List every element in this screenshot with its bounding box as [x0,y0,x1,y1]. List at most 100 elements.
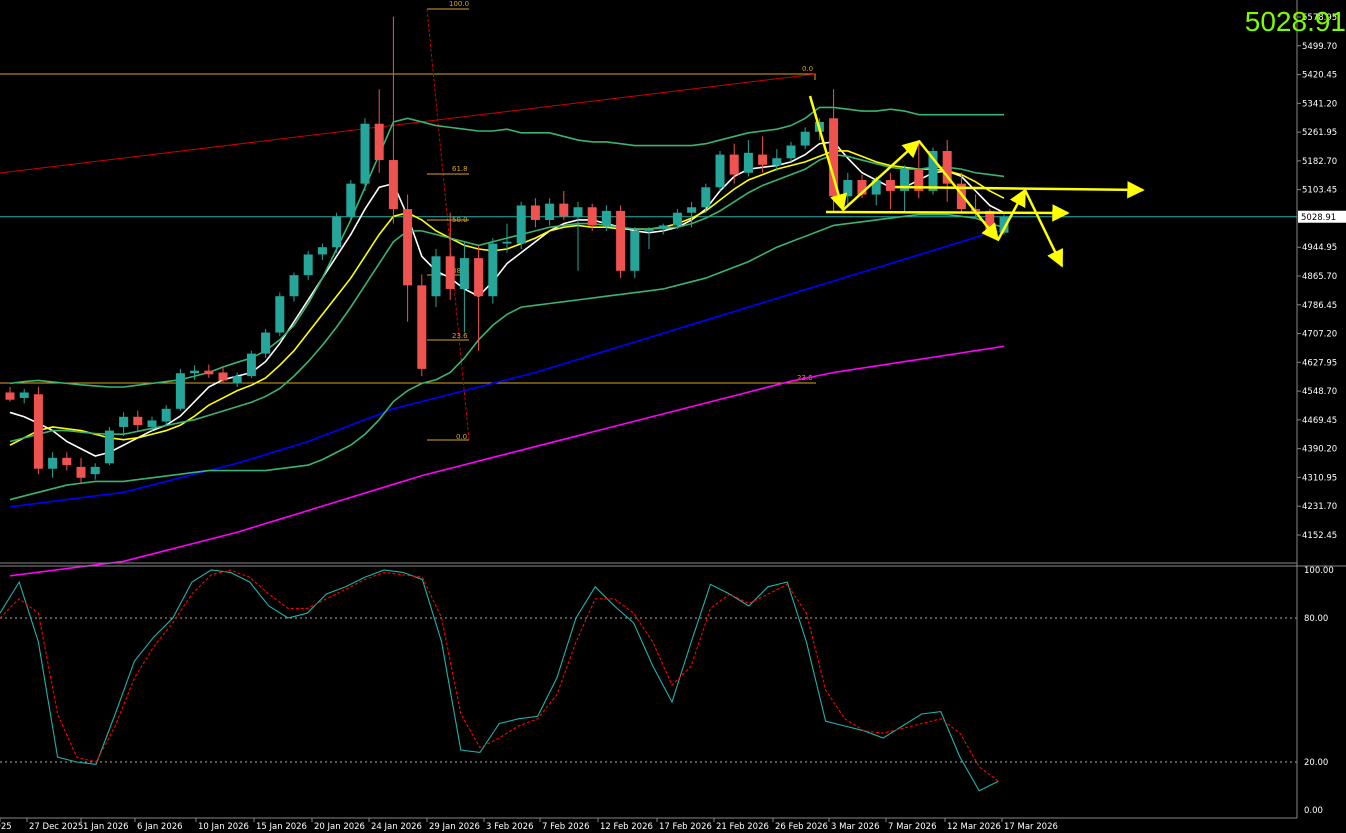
annotation-arrow-0 [808,95,848,212]
price-tick-label: 4627.95 [1302,358,1337,368]
candle-body [488,243,498,297]
fibonacci-layer[interactable]: 100.00.061.850.038.223.60.023.6 [0,0,817,441]
candle-body [133,416,143,426]
candle-body [857,180,867,195]
time-tick-label: 6 Jan 2026 [137,822,183,832]
candle-body [90,466,100,475]
fib-label-100: 100.0 [449,0,469,8]
fib-diagonal [426,8,470,441]
candle-body [374,123,384,161]
candle-body [5,392,15,400]
price-tick-label: 5420.45 [1302,71,1337,81]
fib-label-0-top: 0.0 [802,65,813,73]
ma-series-2 [9,230,1005,508]
current-price-tag-label: 5028.91 [1301,213,1336,223]
time-tick-label: 3 Feb 2026 [486,822,534,832]
candle-body [175,373,185,409]
candle-body [985,210,995,233]
price-tick-label: 5103.45 [1302,186,1337,196]
annotation-arrow-3 [996,188,1027,241]
candle-body [474,258,484,297]
stoch-line-1 [0,569,999,782]
stoch-tick-label: 100.00 [1304,566,1334,576]
annotation-layer[interactable] [808,95,1145,268]
time-tick-label: 17 Mar 2026 [1004,822,1058,832]
candle-body [772,158,782,166]
price-tick-label: 4390.20 [1302,445,1337,455]
candle-body [218,372,228,381]
candle-body [729,154,739,175]
candle-body [403,209,413,286]
annotation-arrow-6 [825,204,1070,222]
candle-body [630,230,640,271]
fib-label-618: 61.8 [452,165,468,173]
candle-body [786,145,796,159]
candle-body [871,180,881,195]
fib-label-382: 38.2 [452,267,468,275]
time-tick-label: 7 Feb 2026 [542,822,590,832]
stoch-tick-label: 0.00 [1304,806,1323,816]
candle-body [587,207,597,226]
price-tick-label: 4944.95 [1302,243,1337,253]
fib-label-50: 50.0 [452,216,468,224]
indicator-layer [9,106,1005,577]
candle-body [232,376,242,384]
candle-body [33,394,43,469]
candle-body [530,205,540,220]
candle-body [559,203,569,217]
annotation-arrow-4 [1023,189,1064,268]
candles-layer [5,16,1009,484]
candle-body [431,256,441,297]
time-tick-label: 21 Feb 2026 [716,822,769,832]
trend-line-red [0,73,817,174]
candle-body [914,169,924,191]
price-tick-label: 4548.70 [1302,387,1337,397]
price-tick-label: 4231.70 [1302,502,1337,512]
candle-body [76,466,86,478]
price-tick-label: 5499.70 [1302,42,1337,52]
candle-body [843,180,853,197]
candle-body [275,296,285,333]
candle-body [204,370,214,375]
stochastic-layer [0,569,1297,792]
candle-body [346,183,356,217]
candle-body [289,275,299,297]
current-price-tag [1298,210,1346,223]
candle-body [246,353,256,377]
price-tick-label: 5261.95 [1302,128,1337,138]
candle-body [19,392,29,398]
candle-body [956,183,966,210]
time-tick-label: 10 Jan 2026 [198,822,249,832]
ma-series-0 [9,141,1005,457]
candle-body [48,457,58,469]
time-tick-label: 26 Feb 2026 [775,822,828,832]
candle-body [715,154,725,188]
candle-body [900,169,910,191]
candle-body [616,210,626,271]
price-tick-label: 4786.45 [1302,301,1337,311]
price-tick-label: 4865.70 [1302,272,1337,282]
candle-body [999,216,1009,233]
time-tick-label: 24 Jan 2026 [371,822,422,832]
ma-series-4 [9,106,1004,388]
annotation-arrow-5 [894,181,1145,199]
candle-body [388,160,398,210]
time-tick-label: 12 Feb 2026 [600,822,653,832]
candle-body [701,187,711,208]
candle-body [800,131,810,146]
candle-body [687,207,697,213]
price-tick-label: 5182.70 [1302,157,1337,167]
time-tick-label: 7 Mar 2026 [888,822,936,832]
time-tick-label: 1 Jan 2026 [83,822,129,832]
annotation-arrow-1 [842,139,921,211]
candle-body [147,420,157,427]
candle-body [62,457,72,466]
candle-body [445,256,455,289]
price-tick-label: 4469.45 [1302,416,1337,426]
candle-body [360,123,370,184]
candle-body [885,180,895,191]
candle-body [190,370,200,374]
stoch-line-0 [0,569,999,792]
